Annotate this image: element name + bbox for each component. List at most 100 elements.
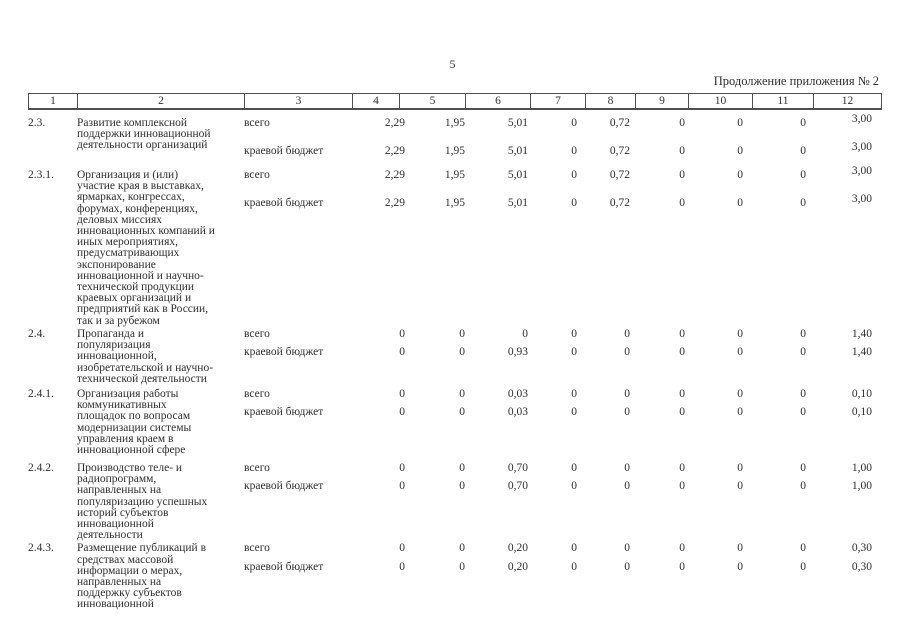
value: 0: [679, 197, 685, 210]
value: 0: [737, 197, 743, 210]
funding-source-label: всего: [244, 462, 270, 474]
value: 2,29: [384, 145, 405, 158]
value-cell: 0,10 0,10: [806, 387, 872, 461]
value: 0: [459, 542, 465, 555]
table-row: 2.4.3. Размещение публикаций в средствах …: [28, 541, 872, 611]
value: 0: [399, 462, 405, 474]
value: 0: [800, 480, 806, 493]
funding-source-label: краевой бюджет: [244, 346, 324, 359]
value-cell: 0 0,93: [465, 327, 528, 387]
funding-source-label: краевой бюджет: [244, 197, 324, 210]
value: 0: [624, 480, 630, 493]
column-header: 9: [635, 93, 689, 110]
value: 0: [737, 480, 743, 493]
value: 0: [679, 560, 685, 573]
value: 0: [399, 560, 405, 573]
value: 0,10: [851, 388, 872, 400]
value: 0: [571, 169, 577, 181]
value-cell: 0,70 0,70: [465, 461, 528, 541]
value: 5,01: [507, 117, 528, 129]
value: 0: [571, 480, 577, 493]
value: 0,20: [507, 542, 528, 555]
value: 0: [737, 406, 743, 419]
value-cell: 2,29 2,29: [352, 168, 405, 327]
value: 0: [800, 117, 806, 129]
value: 0,03: [507, 388, 528, 400]
value: 0: [624, 406, 630, 419]
value: 0: [800, 406, 806, 419]
value: 0: [737, 388, 743, 400]
value: 0: [459, 480, 465, 493]
funding-source-label: краевой бюджет: [244, 480, 324, 493]
value: 0,70: [507, 462, 528, 474]
value: 3,00: [851, 141, 872, 154]
column-header: 7: [530, 93, 586, 110]
value: 0: [679, 117, 685, 129]
row-number: 2.4.3.: [28, 542, 54, 555]
value: 0: [459, 406, 465, 419]
value: 1,95: [444, 197, 465, 210]
funding-source-cell: всего краевой бюджет: [244, 327, 352, 387]
column-header: 4: [352, 93, 400, 110]
value: 0: [399, 480, 405, 493]
column-numbers-row: 1 2 3 4 5 6 7 8 9 10 11 12: [28, 93, 882, 110]
value: 0: [624, 542, 630, 555]
value: 1,40: [851, 328, 872, 340]
value-cell: 0,72 0,72: [577, 110, 630, 168]
value: 0: [571, 406, 577, 419]
value: 2,29: [384, 117, 405, 129]
value: 0: [679, 388, 685, 400]
column-header: 2: [77, 93, 245, 110]
value: 0: [679, 328, 685, 340]
value: 0: [571, 145, 577, 158]
value: 0: [737, 346, 743, 359]
column-header: 3: [244, 93, 353, 110]
value: 0: [522, 328, 528, 340]
value: 1,00: [851, 480, 872, 493]
value: 5,01: [507, 169, 528, 181]
value-cell: 3,00 3,00: [806, 165, 872, 327]
value: 0,93: [507, 346, 528, 359]
column-header: 11: [752, 93, 814, 110]
funding-source-label: всего: [244, 388, 270, 400]
funding-source-label: краевой бюджет: [244, 145, 324, 158]
value: 0: [679, 406, 685, 419]
value: 0: [679, 480, 685, 493]
value-cell: 0,72 0,72: [577, 168, 630, 327]
value: 0,30: [851, 542, 872, 555]
table-header: 1 2 3 4 5 6 7 8 9 10 11 12: [28, 93, 882, 110]
column-header: 5: [399, 93, 466, 110]
value: 0: [571, 197, 577, 210]
value: 0: [737, 328, 743, 340]
value: 0: [624, 462, 630, 474]
value: 0: [737, 169, 743, 181]
value: 0,72: [609, 117, 630, 129]
value: 0: [737, 560, 743, 573]
funding-source-label: краевой бюджет: [244, 560, 324, 573]
table-row: 2.4.1. Организация работы коммуникативных…: [28, 387, 872, 461]
value: 0,30: [851, 560, 872, 573]
value: 0,03: [507, 406, 528, 419]
value: 2,29: [384, 197, 405, 210]
page-number: 5: [449, 57, 456, 71]
value: 0: [679, 169, 685, 181]
table-row: 2.4.2. Производство теле- и радиопрограмм…: [28, 461, 872, 541]
value: 0: [459, 328, 465, 340]
value-cell: 1,40 1,40: [806, 327, 872, 387]
funding-source-cell: всего краевой бюджет: [244, 541, 352, 610]
value: 0,70: [507, 480, 528, 493]
value: 0: [399, 542, 405, 555]
value: 0: [800, 462, 806, 474]
